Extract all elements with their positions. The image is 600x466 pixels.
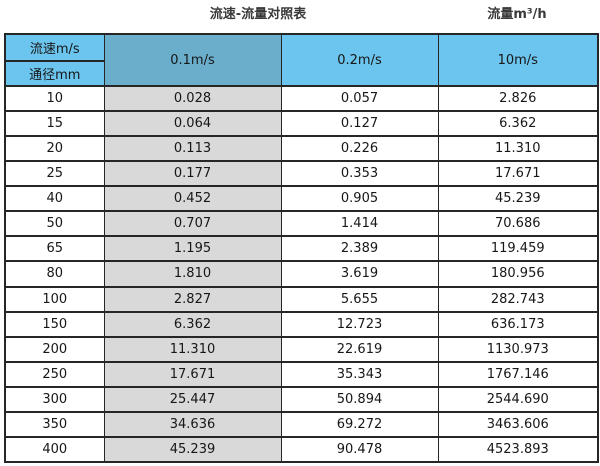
flow-value-0-1ms: 1.810 bbox=[103, 260, 282, 288]
flow-value-0-2ms: 2.389 bbox=[280, 235, 439, 263]
flow-value-0-2ms: 0.057 bbox=[280, 84, 439, 113]
flow-value-10ms: 1767.146 bbox=[437, 360, 599, 388]
table-row: 20 0.113 0.226 11.310 bbox=[4, 135, 599, 163]
diameter-value: 100 bbox=[4, 285, 105, 313]
flow-value-0-2ms: 3.619 bbox=[280, 260, 439, 288]
flow-value-0-2ms: 35.343 bbox=[280, 360, 439, 388]
flow-value-0-2ms: 1.414 bbox=[280, 210, 439, 238]
flow-value-0-1ms: 6.362 bbox=[103, 310, 282, 338]
diameter-value: 300 bbox=[4, 385, 105, 413]
flow-value-0-1ms: 0.707 bbox=[103, 210, 282, 238]
diameter-value: 10 bbox=[4, 84, 105, 113]
diameter-value: 350 bbox=[4, 410, 105, 438]
table-row: 250 17.671 35.343 1767.146 bbox=[4, 360, 599, 388]
flow-value-0-2ms: 0.127 bbox=[280, 110, 439, 138]
diameter-value: 40 bbox=[4, 185, 105, 213]
header-row-top: 流速m/s 0.1m/s 0.2m/s 10m/s bbox=[4, 33, 599, 87]
flow-value-0-2ms: 69.272 bbox=[280, 410, 439, 438]
flow-value-0-1ms: 17.671 bbox=[103, 360, 282, 388]
diameter-value: 25 bbox=[4, 160, 105, 188]
table-row: 200 11.310 22.619 1130.973 bbox=[4, 335, 599, 363]
flow-value-10ms: 1130.973 bbox=[437, 335, 599, 363]
flow-value-10ms: 636.173 bbox=[437, 310, 599, 338]
flow-value-0-2ms: 22.619 bbox=[280, 335, 439, 363]
flow-value-0-1ms: 45.239 bbox=[103, 435, 282, 464]
table-row: 15 0.064 0.127 6.362 bbox=[4, 110, 599, 138]
flow-value-0-1ms: 0.452 bbox=[103, 185, 282, 213]
flow-value-10ms: 4523.893 bbox=[437, 435, 599, 464]
flow-velocity-table: 流速m/s 0.1m/s 0.2m/s 10m/s 通径mm 10 0.028 … bbox=[4, 33, 599, 464]
flow-value-0-1ms: 0.113 bbox=[103, 135, 282, 163]
diameter-value: 20 bbox=[4, 135, 105, 163]
flow-value-0-1ms: 0.177 bbox=[103, 160, 282, 188]
flow-value-0-2ms: 0.226 bbox=[280, 135, 439, 163]
table-row: 350 34.636 69.272 3463.606 bbox=[4, 410, 599, 438]
table-row: 400 45.239 90.478 4523.893 bbox=[4, 435, 599, 464]
column-header-10ms: 10m/s bbox=[437, 33, 599, 87]
diameter-value: 150 bbox=[4, 310, 105, 338]
table-row: 40 0.452 0.905 45.239 bbox=[4, 185, 599, 213]
flow-value-0-1ms: 25.447 bbox=[103, 385, 282, 413]
column-header-0-1ms: 0.1m/s bbox=[103, 33, 282, 87]
flow-value-10ms: 119.459 bbox=[437, 235, 599, 263]
flow-value-0-2ms: 0.353 bbox=[280, 160, 439, 188]
diameter-value: 400 bbox=[4, 435, 105, 464]
flow-value-0-1ms: 0.064 bbox=[103, 110, 282, 138]
table-row: 25 0.177 0.353 17.671 bbox=[4, 160, 599, 188]
header-row-bottom: 通径mm bbox=[4, 60, 598, 87]
flow-value-0-1ms: 11.310 bbox=[103, 335, 282, 363]
column-header-0-2ms: 0.2m/s bbox=[280, 33, 439, 87]
table-row: 80 1.810 3.619 180.956 bbox=[4, 260, 599, 288]
flow-value-10ms: 180.956 bbox=[437, 260, 599, 288]
corner-diameter-label: 通径mm bbox=[4, 60, 105, 87]
table-row: 50 0.707 1.414 70.686 bbox=[4, 210, 599, 238]
flow-value-0-2ms: 0.905 bbox=[280, 185, 439, 213]
flow-value-0-1ms: 34.636 bbox=[103, 410, 282, 438]
flow-value-0-2ms: 5.655 bbox=[280, 285, 439, 313]
flow-value-10ms: 70.686 bbox=[437, 210, 599, 238]
table-row: 65 1.195 2.389 119.459 bbox=[4, 235, 599, 263]
flow-value-10ms: 17.671 bbox=[437, 160, 599, 188]
diameter-value: 50 bbox=[4, 210, 105, 238]
table-row: 150 6.362 12.723 636.173 bbox=[4, 310, 599, 338]
table-title: 流速-流量对照表 bbox=[209, 7, 307, 22]
table-body: 10 0.028 0.057 2.826 15 0.064 0.127 6.36… bbox=[4, 84, 599, 464]
flow-value-0-1ms: 0.028 bbox=[103, 84, 282, 113]
flow-value-0-2ms: 50.894 bbox=[280, 385, 439, 413]
table-header: 流速m/s 0.1m/s 0.2m/s 10m/s 通径mm bbox=[4, 33, 599, 87]
flow-value-10ms: 2.826 bbox=[437, 84, 599, 113]
diameter-value: 200 bbox=[4, 335, 105, 363]
diameter-value: 65 bbox=[4, 235, 105, 263]
flow-unit-label: 流量m³/h bbox=[487, 7, 547, 22]
flow-value-0-2ms: 90.478 bbox=[280, 435, 439, 464]
flow-value-10ms: 6.362 bbox=[437, 110, 599, 138]
corner-velocity-label: 流速m/s bbox=[4, 33, 105, 62]
flow-value-10ms: 282.743 bbox=[437, 285, 599, 313]
table-row: 10 0.028 0.057 2.826 bbox=[4, 84, 599, 113]
flow-value-10ms: 11.310 bbox=[437, 135, 599, 163]
table-row: 300 25.447 50.894 2544.690 bbox=[4, 385, 599, 413]
diameter-value: 250 bbox=[4, 360, 105, 388]
flow-value-0-1ms: 1.195 bbox=[103, 235, 282, 263]
flow-value-10ms: 2544.690 bbox=[437, 385, 599, 413]
flow-value-0-2ms: 12.723 bbox=[280, 310, 439, 338]
table-row: 100 2.827 5.655 282.743 bbox=[4, 285, 599, 313]
flow-value-10ms: 3463.606 bbox=[437, 410, 599, 438]
diameter-value: 80 bbox=[4, 260, 105, 288]
flow-value-0-1ms: 2.827 bbox=[103, 285, 282, 313]
diameter-value: 15 bbox=[4, 110, 105, 138]
flow-value-10ms: 45.239 bbox=[437, 185, 599, 213]
